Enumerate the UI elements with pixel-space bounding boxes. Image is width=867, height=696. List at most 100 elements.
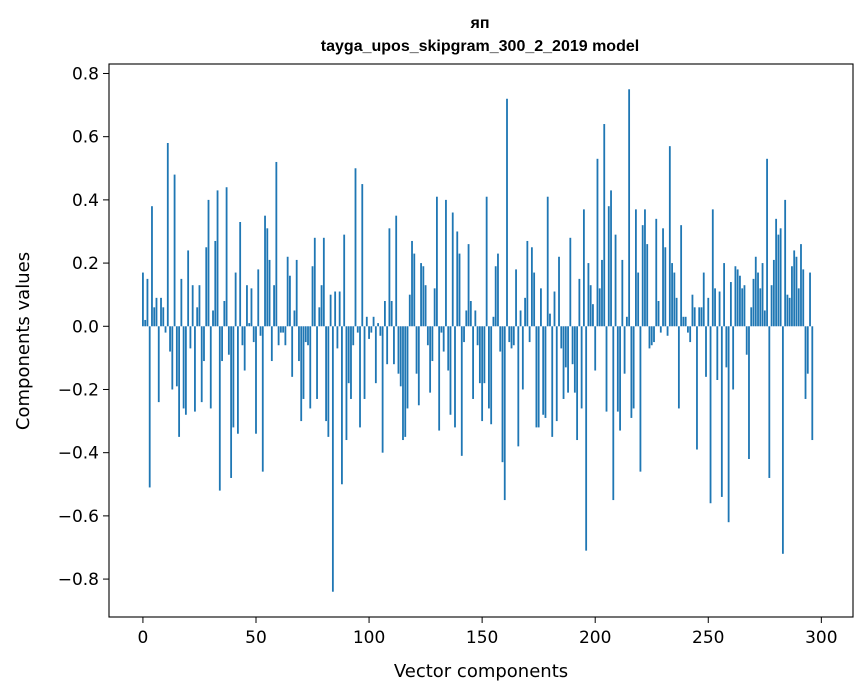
bar-280 — [775, 218, 778, 327]
bar-80 — [322, 237, 325, 327]
bar-91 — [347, 326, 350, 384]
bar-125 — [424, 285, 427, 327]
bar-290 — [797, 288, 800, 327]
bar-202 — [598, 288, 601, 327]
bar-64 — [286, 256, 289, 327]
bar-26 — [200, 326, 203, 403]
bar-18 — [182, 326, 185, 409]
x-axis-label: Vector components — [394, 661, 568, 682]
bar-101 — [370, 326, 373, 333]
bar-9 — [162, 307, 165, 327]
bar-247 — [700, 307, 703, 327]
y-tick-label: −0.2 — [58, 380, 99, 400]
bar-40 — [232, 326, 235, 428]
bar-183 — [555, 326, 558, 422]
x-tick-label: 250 — [692, 628, 724, 648]
bar-235 — [673, 272, 676, 327]
bar-4 — [151, 206, 153, 327]
bar-230 — [662, 228, 664, 327]
x-tick-label: 100 — [353, 628, 385, 648]
bar-121 — [415, 326, 418, 374]
bar-136 — [449, 326, 452, 415]
bar-266 — [743, 285, 746, 327]
bar-118 — [408, 294, 411, 327]
bar-199 — [592, 304, 594, 327]
bar-242 — [689, 326, 692, 343]
bar-114 — [399, 326, 402, 387]
bar-225 — [650, 326, 653, 346]
bar-46 — [246, 285, 248, 327]
bar-158 — [499, 326, 502, 352]
bar-56 — [268, 259, 271, 327]
bar-287 — [791, 266, 793, 327]
bar-138 — [454, 326, 456, 428]
bar-106 — [381, 326, 384, 453]
bar-105 — [379, 326, 382, 336]
bar-77 — [316, 326, 318, 399]
bar-74 — [309, 326, 312, 409]
bar-231 — [664, 247, 667, 327]
bar-211 — [619, 326, 621, 431]
bar-283 — [781, 326, 784, 554]
bar-13 — [171, 326, 174, 390]
ticks-group: 0 50 100 150 200 250 300 −0.8 −0.6 −0.4 −0.2 0.0 0.2… — [58, 64, 838, 648]
bar-36 — [223, 301, 226, 327]
bar-51 — [257, 269, 260, 327]
bar-47 — [248, 323, 251, 327]
bar-187 — [564, 326, 567, 368]
bar-259 — [727, 326, 730, 523]
bar-177 — [542, 326, 545, 415]
bar-281 — [777, 234, 780, 327]
bar-146 — [472, 326, 474, 399]
bar-137 — [451, 212, 454, 327]
y-tick-label: −0.8 — [58, 570, 99, 590]
bar-43 — [239, 222, 242, 327]
bar-140 — [458, 253, 461, 327]
bar-250 — [707, 297, 710, 327]
bar-117 — [406, 326, 409, 409]
bar-270 — [752, 278, 755, 327]
bar-210 — [616, 326, 619, 412]
bar-206 — [607, 206, 610, 327]
bar-228 — [657, 301, 660, 327]
bar-157 — [497, 253, 499, 327]
bar-207 — [610, 190, 612, 327]
y-tick-label: 0.0 — [72, 317, 99, 337]
bar-109 — [388, 228, 391, 327]
bar-133 — [442, 326, 445, 352]
bar-166 — [517, 326, 520, 447]
bar-95 — [356, 326, 359, 333]
bar-139 — [456, 231, 459, 327]
bar-49 — [252, 326, 255, 343]
bar-52 — [259, 326, 262, 336]
bar-116 — [404, 326, 407, 437]
bar-130 — [436, 196, 438, 327]
bar-150 — [481, 326, 484, 422]
bar-11 — [166, 143, 169, 327]
bar-180 — [549, 313, 551, 327]
bar-142 — [463, 326, 465, 343]
bar-156 — [494, 266, 497, 327]
bar-269 — [750, 307, 753, 327]
bar-182 — [553, 291, 556, 327]
bar-42 — [237, 326, 239, 434]
bar-132 — [440, 326, 443, 333]
bar-63 — [284, 326, 287, 346]
bar-253 — [714, 288, 716, 327]
bar-61 — [279, 326, 282, 333]
bar-208 — [612, 326, 615, 501]
x-tick-label: 300 — [805, 628, 837, 648]
bar-2 — [146, 278, 149, 327]
bar-83 — [329, 294, 332, 327]
bar-286 — [788, 297, 791, 327]
bar-17 — [180, 278, 183, 327]
bar-50 — [255, 326, 257, 434]
bar-58 — [273, 285, 275, 327]
bar-219 — [637, 272, 640, 327]
bar-232 — [666, 326, 669, 336]
bar-213 — [623, 326, 626, 374]
bar-129 — [433, 288, 436, 327]
bar-190 — [571, 326, 574, 365]
bar-261 — [732, 326, 735, 390]
